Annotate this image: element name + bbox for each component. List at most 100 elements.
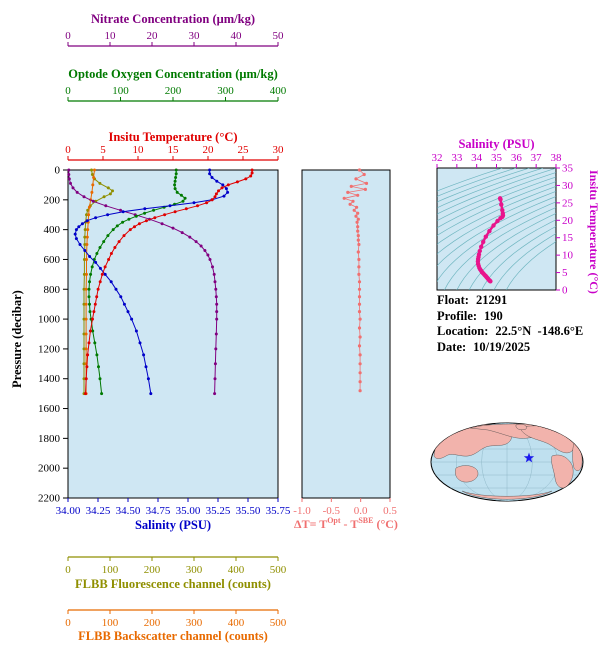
- density-contour: [481, 226, 556, 290]
- density-contour: [437, 168, 544, 209]
- nitrate-axis-tick-label: 30: [189, 30, 201, 42]
- oxygen-axis-tick-label: 0: [65, 85, 71, 97]
- delta-t-tick-label: 0.0: [354, 505, 368, 517]
- location-label: Location:: [437, 324, 489, 338]
- float-label: Float:: [437, 293, 469, 307]
- ts-temperature-axis-title: Insitu Temperature (°C): [587, 170, 601, 294]
- backscatter-axis: 0 100 200 300 400 500: [65, 609, 287, 629]
- fluorescence-axis-tick-label: 300: [186, 564, 203, 576]
- delta-label-sup-2: SBE: [358, 516, 374, 525]
- density-contour: [505, 241, 556, 290]
- salinity-axis-title: Salinity (PSU): [134, 518, 212, 532]
- backscatter-axis-tick-label: 0: [65, 617, 71, 629]
- float-info-block: Float: 21291 Profile: 190 Location: 22.5°N …: [437, 293, 609, 355]
- location-value: 22.5°N -148.6°E: [495, 324, 584, 338]
- main-plot-area: [67, 169, 279, 499]
- backscatter-axis-tick-label: 200: [144, 617, 161, 629]
- ts-temperature-tick-label: 25: [562, 197, 574, 209]
- ts-salinity-tick-label: 33: [451, 152, 463, 164]
- pressure-tick-label: 200: [44, 194, 61, 206]
- main-profile-plot: 0 200 400 600 800 1000 1200 1400 1600 1800 2000 220…: [38, 165, 291, 518]
- density-contour: [437, 190, 556, 255]
- backscatter-axis-tick-label: 100: [102, 617, 119, 629]
- ts-salinity-tick-label: 34: [471, 152, 483, 164]
- temperature-axis-tick-label: 0: [65, 144, 71, 156]
- temperature-axis-tick-label: 5: [100, 144, 106, 156]
- density-contour: [437, 168, 516, 197]
- land-mass: [461, 490, 553, 500]
- ts-salinity-axis-title: Salinity (PSU): [458, 137, 535, 151]
- pressure-tick-label: 1400: [38, 373, 61, 385]
- pressure-tick-label: 1800: [38, 433, 61, 445]
- backscatter-axis-tick-label: 500: [270, 617, 287, 629]
- salinity-tick-label: 34.75: [146, 505, 171, 517]
- density-contour: [437, 172, 556, 222]
- temperature-axis: 0 5 10 15 20 25 30: [65, 144, 285, 161]
- ts-temperature-tick-label: 30: [562, 180, 574, 192]
- pressure-tick-label: 800: [44, 284, 61, 296]
- oxygen-axis-tick-label: 200: [165, 85, 182, 97]
- backscatter-axis-tick-label: 400: [228, 617, 245, 629]
- map-meridian: [481, 423, 533, 501]
- nitrate-axis-title: Nitrate Concentration (μm/kg): [91, 12, 255, 26]
- delta-label-part-2: - T: [340, 517, 359, 531]
- density-contour: [437, 185, 556, 245]
- salinity-tick-label: 34.00: [56, 505, 81, 517]
- ts-salinity-tick-label: 32: [432, 152, 443, 164]
- density-contour: [437, 181, 556, 236]
- profile-line: Profile: 190: [437, 309, 609, 325]
- delta-t-axis-title: ΔT= TOpt - TSBE (°C): [290, 516, 402, 532]
- float-value: 21291: [475, 293, 508, 307]
- backscatter-axis-tick-label: 300: [186, 617, 203, 629]
- pressure-tick-label: 2200: [38, 493, 61, 505]
- ts-temperature-tick-label: 15: [562, 232, 574, 244]
- pressure-tick-label: 600: [44, 254, 61, 266]
- delta-t-plot: -1.0 -0.5 0.0 0.5: [293, 168, 397, 517]
- land-mass: [515, 424, 527, 430]
- salinity-tick-label: 34.25: [86, 505, 111, 517]
- temperature-axis-tick-label: 20: [203, 144, 215, 156]
- world-map: [430, 422, 584, 502]
- float-location-star: [523, 452, 535, 463]
- delta-t-tick-label: 0.5: [383, 505, 397, 517]
- delta-t-tick-label: -1.0: [293, 505, 311, 517]
- pressure-axis-title: Pressure (decibar): [10, 290, 24, 388]
- oxygen-axis: 0 100 200 300 400: [65, 85, 287, 102]
- delta-t-tick-label: -0.5: [323, 505, 341, 517]
- delta-label-part-3: (°C): [373, 517, 398, 531]
- ts-temperature-tick-label: 20: [562, 215, 574, 227]
- pressure-tick-label: 2000: [38, 463, 61, 475]
- temperature-axis-tick-label: 25: [238, 144, 250, 156]
- temperature-axis-tick-label: 30: [273, 144, 285, 156]
- land-mass: [455, 465, 479, 483]
- temperature-axis-title: Insitu Temperature (°C): [108, 130, 238, 144]
- pressure-tick-label: 1600: [38, 403, 61, 415]
- pressure-tick-label: 400: [44, 224, 61, 236]
- fluorescence-axis-title: FLBB Fluorescence channel (counts): [75, 577, 271, 591]
- profile-label: Profile:: [437, 308, 478, 323]
- density-contour: [437, 168, 503, 192]
- salinity-tick-label: 35.50: [236, 505, 261, 517]
- pressure-tick-label: 1000: [38, 314, 61, 326]
- ts-salinity-tick-label: 37: [531, 152, 543, 164]
- date-line: Date: 10/19/2025: [437, 340, 609, 356]
- fluorescence-axis-tick-label: 200: [144, 564, 161, 576]
- fluorescence-axis-tick-label: 400: [228, 564, 245, 576]
- ts-diagram: 32 33 34 35 36 37 38 0 5 10 15 20 25 30 35: [432, 152, 574, 297]
- density-contour: [468, 219, 556, 290]
- nitrate-axis-tick-label: 20: [147, 30, 159, 42]
- temperature-axis-tick-label: 10: [133, 144, 145, 156]
- date-value: 10/19/2025: [473, 339, 531, 354]
- pressure-tick-label: 1200: [38, 343, 61, 355]
- date-label: Date:: [437, 339, 467, 354]
- oxygen-axis-tick-label: 300: [217, 85, 234, 97]
- density-contour: [437, 168, 556, 215]
- ts-salinity-tick-label: 35: [491, 152, 503, 164]
- ts-salinity-tick-label: 38: [551, 152, 563, 164]
- fluorescence-axis: 0 100 200 300 400 500: [65, 556, 287, 576]
- density-contours: [437, 168, 556, 290]
- ts-salinity-tick-label: 36: [511, 152, 523, 164]
- temperature-profile-curve: [85, 170, 253, 394]
- density-contour: [456, 213, 556, 290]
